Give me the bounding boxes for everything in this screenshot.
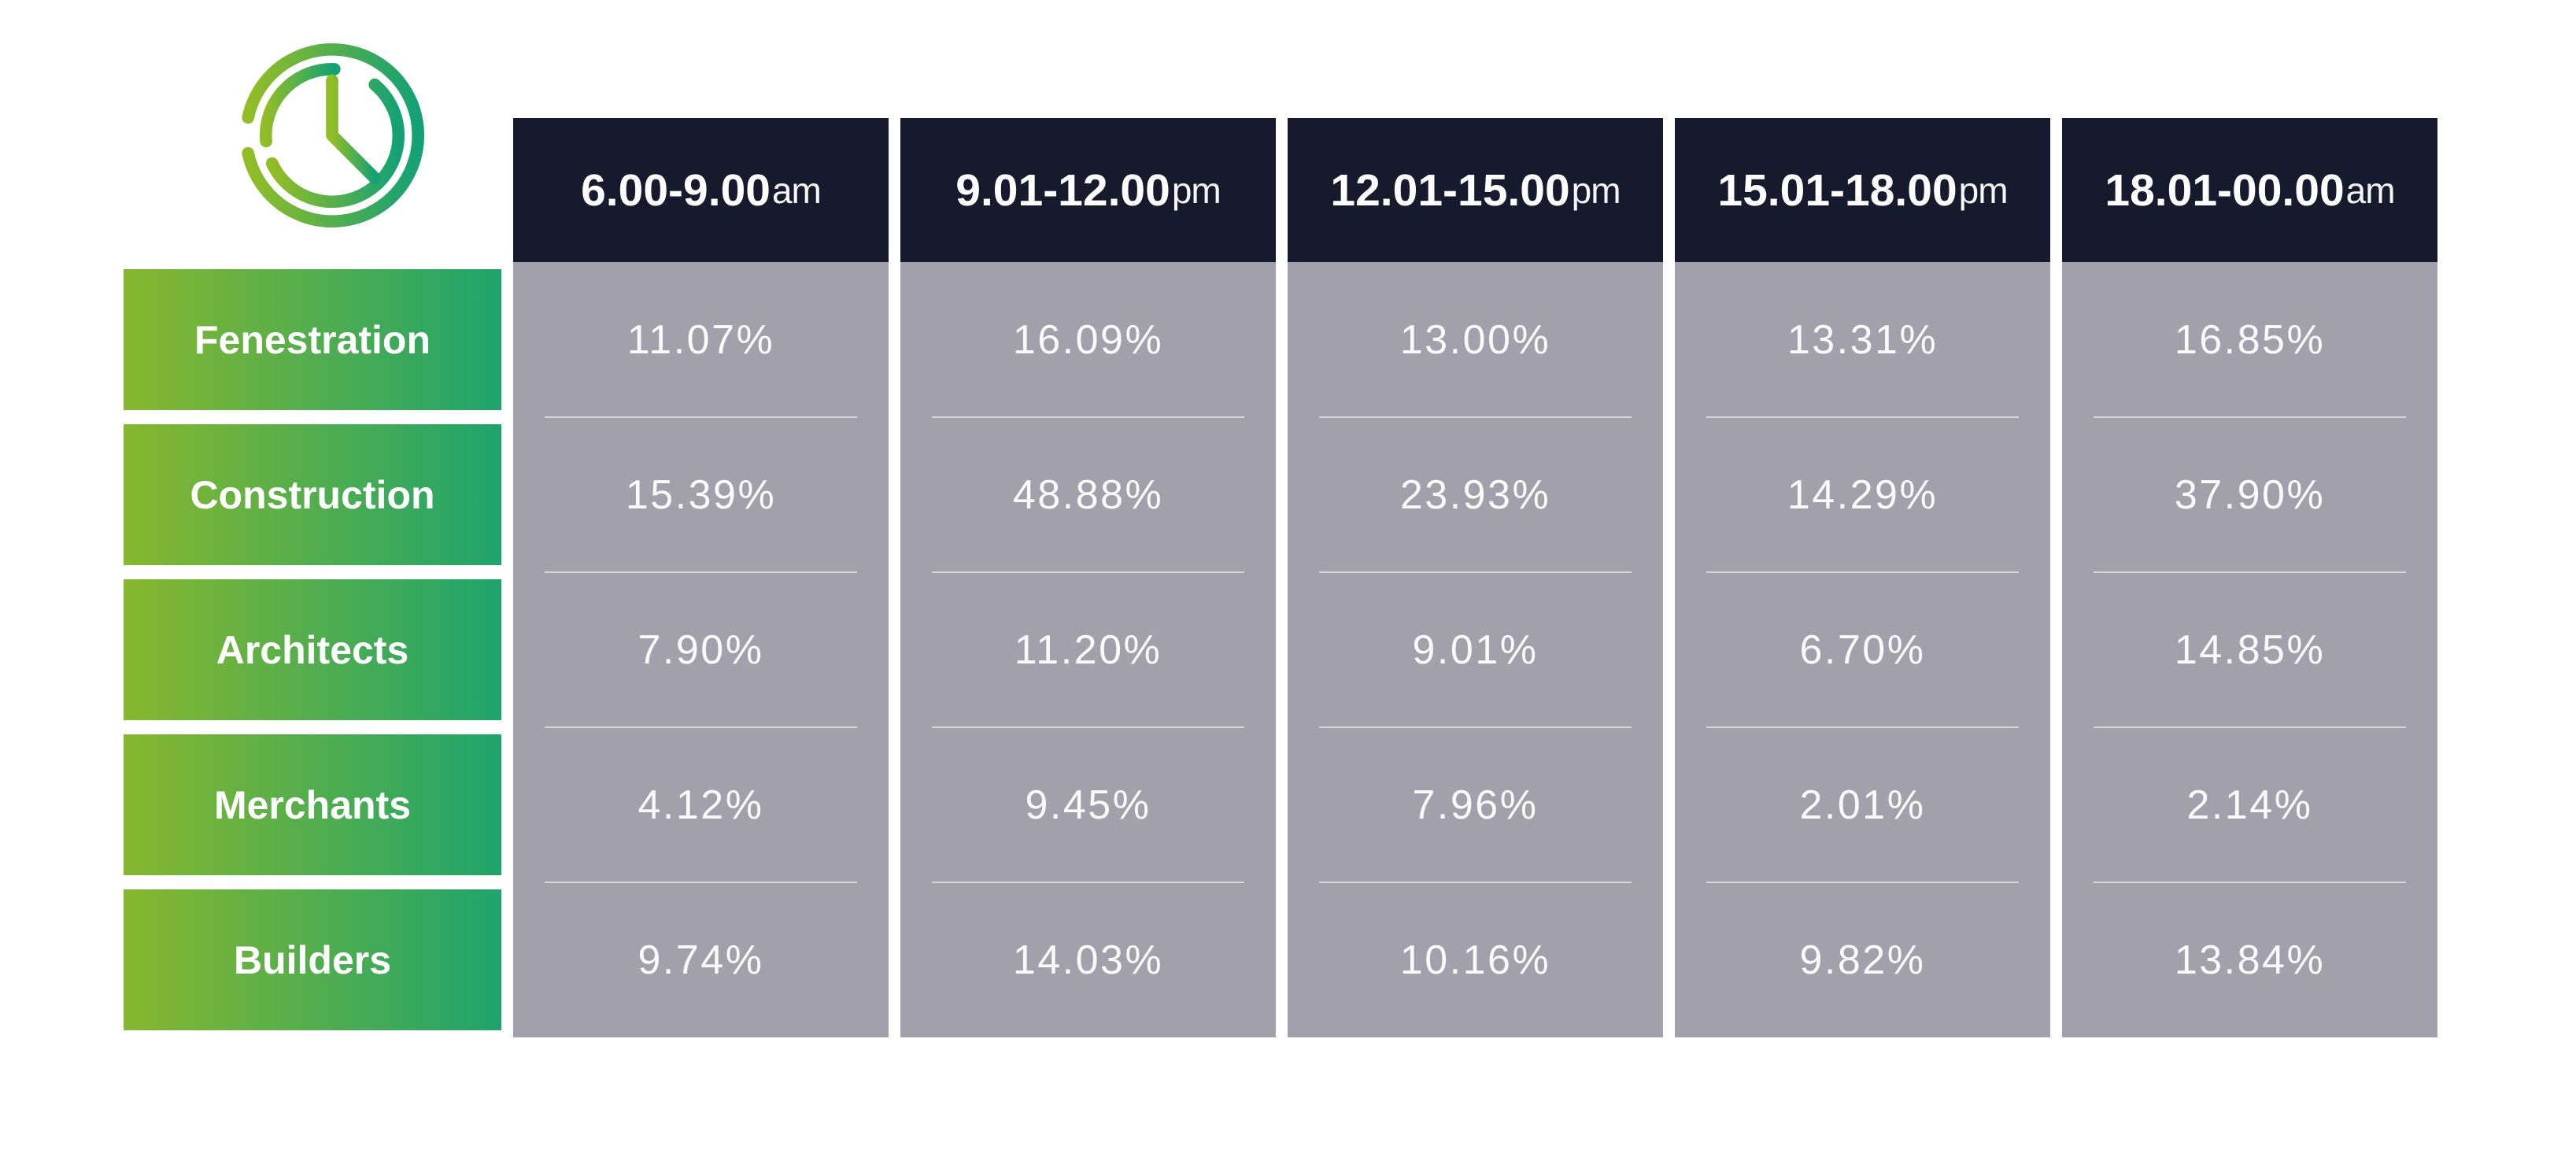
clock-icon xyxy=(242,43,425,227)
value-cell: 10.16% xyxy=(1288,882,1663,1037)
column-header-12.01-15.00: 12.01-15.00 pm xyxy=(1288,118,1663,262)
clock-inner-ring-bottom xyxy=(265,78,405,209)
row-label-builders: Builders xyxy=(124,889,501,1030)
data-column-6.00-9.00: 11.07% 15.39% 7.90% 4.12% 9.74% xyxy=(513,262,889,1037)
percentage-value: 13.84% xyxy=(2174,937,2326,983)
value-cell: 14.85% xyxy=(2062,571,2437,727)
value-cell: 16.09% xyxy=(900,262,1276,417)
clock-hands xyxy=(326,74,381,184)
value-cell: 4.12% xyxy=(513,726,889,882)
value-cell: 23.93% xyxy=(1288,416,1663,572)
percentage-value: 9.45% xyxy=(1025,782,1151,828)
value-cell: 15.39% xyxy=(513,416,889,572)
row-label-slot: Architects xyxy=(124,572,501,727)
value-cell: 6.70% xyxy=(1675,571,2050,727)
percentage-value: 4.12% xyxy=(638,782,764,828)
row-label-fenestration: Fenestration xyxy=(124,269,501,410)
header-time-range: 18.01-00.00 xyxy=(2105,164,2345,216)
value-cell: 16.85% xyxy=(2062,262,2437,417)
row-label-slot: Construction xyxy=(124,417,501,572)
row-label-slot: Merchants xyxy=(124,727,501,882)
percentage-value: 11.20% xyxy=(1014,627,1162,673)
percentage-value: 10.16% xyxy=(1399,937,1551,983)
percentage-value: 7.90% xyxy=(638,627,764,673)
value-cell: 11.20% xyxy=(900,571,1276,727)
header-time-range: 9.01-12.00 xyxy=(955,164,1170,216)
percentage-value: 16.85% xyxy=(2174,316,2326,363)
data-column-18.01-00.00: 16.85% 37.90% 14.85% 2.14% 13.84% xyxy=(2062,262,2437,1037)
header-meridiem: am xyxy=(771,169,822,211)
column-header-15.01-18.00: 15.01-18.00 pm xyxy=(1675,118,2050,262)
row-label-construction: Construction xyxy=(124,424,501,565)
percentage-value: 7.96% xyxy=(1412,782,1539,828)
percentage-value: 13.00% xyxy=(1399,316,1551,363)
value-cell: 14.03% xyxy=(900,882,1276,1037)
clock-outer-ring xyxy=(242,43,425,227)
time-table: 6.00-9.00 am 9.01-12.00 pm 12.01-15.00 pm 15.0… xyxy=(124,118,2437,1037)
percentage-value: 48.88% xyxy=(1012,471,1164,518)
header-meridiem: pm xyxy=(1171,169,1221,211)
percentage-value: 14.85% xyxy=(2174,627,2326,673)
percentage-value: 14.03% xyxy=(1012,937,1164,983)
percentage-value: 15.39% xyxy=(625,471,777,518)
row-label-architects: Architects xyxy=(124,579,501,720)
header-meridiem: am xyxy=(2345,169,2396,211)
value-cell: 9.74% xyxy=(513,882,889,1037)
value-cell: 2.01% xyxy=(1675,726,2050,882)
percentage-value: 9.74% xyxy=(638,937,764,983)
percentage-value: 14.29% xyxy=(1787,471,1938,518)
header-time-range: 6.00-9.00 xyxy=(581,164,771,216)
percentage-value: 23.93% xyxy=(1399,471,1551,518)
value-cell: 14.29% xyxy=(1675,416,2050,572)
percentage-value: 16.09% xyxy=(1012,316,1164,363)
header-time-range: 15.01-18.00 xyxy=(1717,164,1957,216)
value-cell: 11.07% xyxy=(513,262,889,417)
percentage-value: 9.82% xyxy=(1799,937,1926,983)
clock-inner-ring-top xyxy=(259,63,341,148)
value-cell: 37.90% xyxy=(2062,416,2437,572)
header-meridiem: pm xyxy=(1571,169,1621,211)
value-cell: 48.88% xyxy=(900,416,1276,572)
value-cell: 13.00% xyxy=(1288,262,1663,417)
data-column-9.01-12.00: 16.09% 48.88% 11.20% 9.45% 14.03% xyxy=(900,262,1276,1037)
value-cell: 9.45% xyxy=(900,726,1276,882)
header-time-range: 12.01-15.00 xyxy=(1330,164,1570,216)
row-label-slot: Fenestration xyxy=(124,262,501,417)
value-cell: 13.84% xyxy=(2062,882,2437,1037)
value-cell: 13.31% xyxy=(1675,262,2050,417)
column-header-18.01-00.00: 18.01-00.00 am xyxy=(2062,118,2437,262)
value-cell: 7.96% xyxy=(1288,726,1663,882)
data-column-12.01-15.00: 13.00% 23.93% 9.01% 7.96% 10.16% xyxy=(1288,262,1663,1037)
value-cell: 9.01% xyxy=(1288,571,1663,727)
percentage-value: 9.01% xyxy=(1412,627,1539,673)
percentage-value: 13.31% xyxy=(1787,316,1938,363)
column-header-6.00-9.00: 6.00-9.00 am xyxy=(513,118,889,262)
percentage-value: 2.01% xyxy=(1799,782,1926,828)
column-header-9.01-12.00: 9.01-12.00 pm xyxy=(900,118,1276,262)
percentage-value: 11.07% xyxy=(626,316,775,363)
value-cell: 7.90% xyxy=(513,571,889,727)
header-meridiem: pm xyxy=(1958,169,2009,211)
row-label-merchants: Merchants xyxy=(124,734,501,875)
percentage-value: 2.14% xyxy=(2186,782,2313,828)
row-label-slot: Builders xyxy=(124,882,501,1037)
percentage-value: 37.90% xyxy=(2174,471,2326,518)
data-column-15.01-18.00: 13.31% 14.29% 6.70% 2.01% 9.82% xyxy=(1675,262,2050,1037)
percentage-value: 6.70% xyxy=(1799,627,1926,673)
value-cell: 2.14% xyxy=(2062,726,2437,882)
value-cell: 9.82% xyxy=(1675,882,2050,1037)
